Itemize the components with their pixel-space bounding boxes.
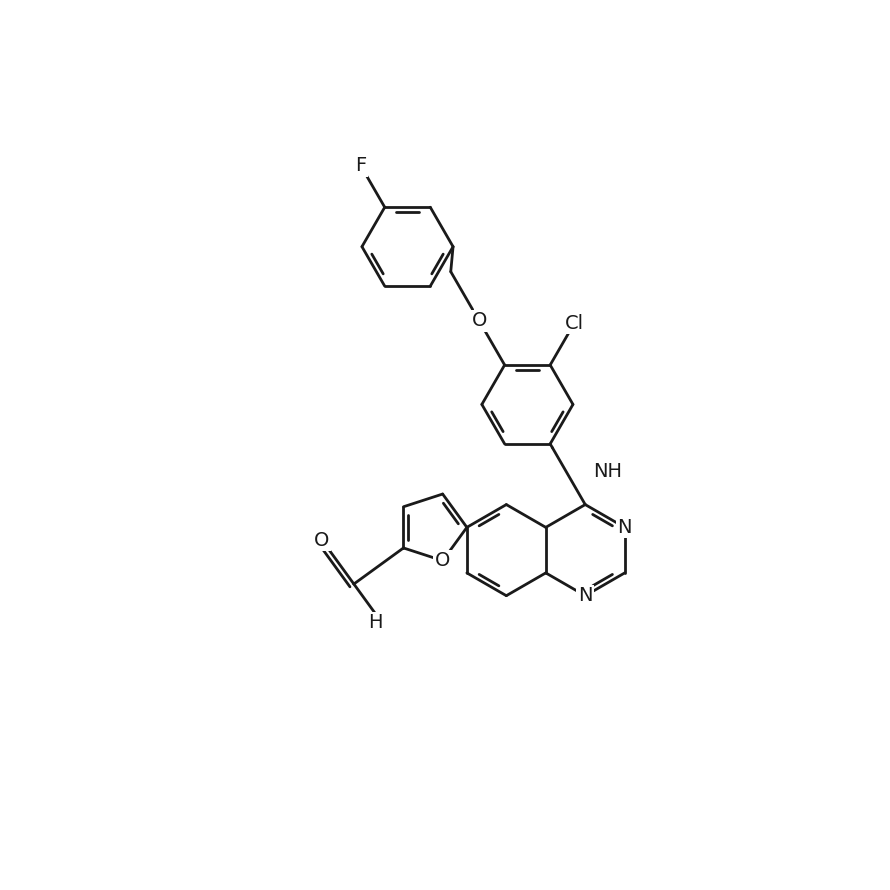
- Text: O: O: [472, 312, 487, 330]
- Text: H: H: [368, 613, 383, 633]
- Text: NH: NH: [594, 462, 622, 481]
- Text: Cl: Cl: [565, 314, 584, 333]
- Text: O: O: [435, 551, 450, 570]
- Text: F: F: [355, 156, 367, 175]
- Text: N: N: [578, 587, 593, 605]
- Text: O: O: [314, 530, 329, 549]
- Text: N: N: [618, 518, 632, 537]
